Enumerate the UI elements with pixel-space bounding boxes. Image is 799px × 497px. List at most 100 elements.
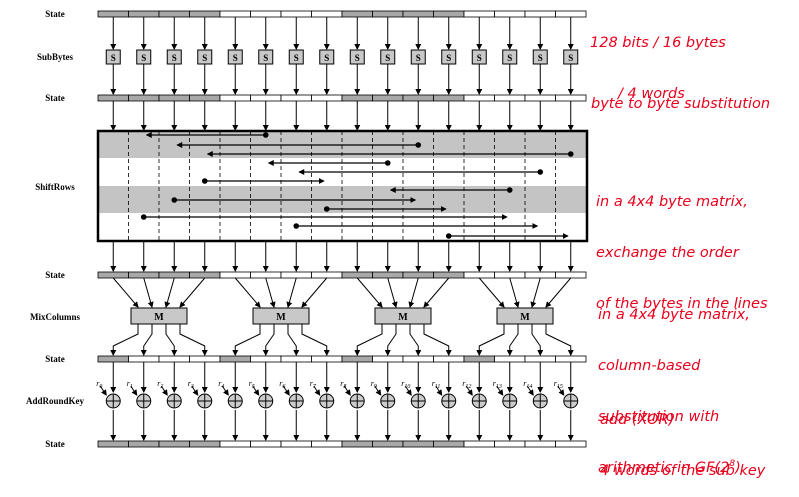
xor-9: r9	[371, 379, 396, 409]
state-byte-cell	[280, 271, 312, 279]
mix-input-arrow	[530, 277, 541, 308]
mix-output-arrow	[354, 324, 383, 356]
xor-4: r4	[218, 379, 243, 409]
sbox-frame	[227, 49, 243, 65]
state-byte-cell	[433, 271, 465, 279]
state-byte-cell	[250, 271, 282, 279]
note-shiftrows-line2: exchange the order	[596, 245, 739, 261]
mix-box-letter: M	[154, 312, 164, 323]
mix-input-arrow	[164, 277, 175, 308]
xor-14: r14	[523, 379, 548, 409]
shiftrows-arrow-origin	[262, 132, 269, 138]
round-key-arrow	[404, 385, 412, 396]
round-key-arrow	[221, 385, 229, 396]
xor-12: r12	[462, 379, 487, 409]
sbox-letter: S	[141, 53, 146, 63]
shiftrows-arrow-8	[171, 197, 417, 203]
sbox-frame	[502, 49, 518, 65]
shiftrows-arrow-10	[140, 214, 508, 220]
round-key-label: r8	[340, 379, 346, 390]
state-byte-cell	[463, 94, 495, 102]
state-byte-cell	[97, 10, 129, 18]
state-byte-cell	[341, 271, 373, 279]
note-mixcolumns-line1: in a 4x4 byte matrix,	[598, 307, 750, 323]
sbox-letter: S	[538, 53, 543, 63]
state-byte-cell	[280, 10, 312, 18]
xor-15: r15	[554, 379, 579, 409]
sbox-frame	[380, 49, 396, 65]
sbox-15: S	[563, 49, 579, 65]
mix-input-arrow	[387, 277, 398, 308]
round-key-arrow	[465, 385, 473, 396]
mix-input-arrow	[265, 277, 276, 308]
xor-0: r0	[96, 379, 121, 409]
state-bar-2	[97, 94, 587, 102]
sbox-10: S	[410, 49, 426, 65]
state-byte-cell	[189, 10, 221, 18]
state-byte-cell	[555, 94, 587, 102]
mix-output-arrow	[506, 324, 519, 356]
note-subbytes: byte to byte substitution	[591, 62, 770, 130]
shiftrows-arrow-12	[445, 233, 569, 239]
sbox-frame	[319, 49, 335, 65]
round-key-arrow	[313, 385, 321, 396]
state-byte-cell	[311, 94, 343, 102]
sbox-letter: S	[202, 53, 207, 63]
state-byte-cell	[250, 355, 282, 363]
state-byte-cell	[311, 271, 343, 279]
state-byte-cell	[372, 355, 404, 363]
mix-input-arrow	[545, 277, 572, 308]
state-byte-cell	[494, 440, 526, 448]
sbox-frame	[136, 49, 152, 65]
state-byte-cell	[524, 355, 556, 363]
sbox-2: S	[166, 49, 182, 65]
round-key-arrow	[343, 385, 351, 396]
state-byte-cell	[372, 271, 404, 279]
mix-input-arrow	[301, 277, 328, 308]
round-key-label: r12	[462, 379, 471, 390]
xor-2: r2	[157, 379, 182, 409]
mix-input-arrow	[179, 277, 206, 308]
mix-input-arrow	[408, 277, 419, 308]
sbox-frame	[532, 49, 548, 65]
state-byte-cell	[158, 440, 190, 448]
sbox-frame	[288, 49, 304, 65]
xor-3: r3	[188, 379, 213, 409]
shiftrows-arrow-6	[201, 178, 325, 184]
state-byte-cell	[128, 94, 160, 102]
state-byte-cell	[494, 355, 526, 363]
state-byte-cell	[219, 94, 251, 102]
sbox-letter: S	[385, 53, 390, 63]
round-key-label: r4	[218, 379, 224, 390]
note-shiftrows-line1: in a 4x4 byte matrix,	[596, 194, 748, 210]
round-key-label: r2	[157, 379, 163, 390]
sbox-13: S	[502, 49, 518, 65]
state-byte-cell	[189, 355, 221, 363]
state-byte-cell	[250, 94, 282, 102]
sbox-5: S	[258, 49, 274, 65]
mix-output-arrow	[110, 324, 139, 356]
shiftrows-arrows	[140, 132, 574, 239]
sbox-9: S	[380, 49, 396, 65]
shiftrows-column-dividers	[128, 131, 556, 241]
round-key-arrow	[99, 385, 107, 396]
state-byte-cell	[524, 440, 556, 448]
state-byte-cell	[433, 355, 465, 363]
sbox-frame	[471, 49, 487, 65]
mix-input-arrow	[356, 277, 383, 308]
state-byte-cell	[97, 94, 129, 102]
mix-box-letter: M	[520, 312, 530, 323]
mix-input-arrow	[234, 277, 261, 308]
xor-1: r1	[127, 379, 152, 409]
mix-output-arrow	[232, 324, 261, 356]
xor-7: r7	[310, 379, 335, 409]
state-byte-cell	[463, 271, 495, 279]
shiftrows-arrow-origin	[201, 178, 208, 184]
shiftrows-arrow-origin	[140, 214, 147, 220]
mix-output-arrow	[287, 324, 300, 356]
xor-8: r8	[340, 379, 365, 409]
sbox-letter: S	[355, 53, 360, 63]
round-key-arrow	[496, 385, 504, 396]
sbox-8: S	[349, 49, 365, 65]
shiftrows-arrow-origin	[171, 197, 178, 203]
